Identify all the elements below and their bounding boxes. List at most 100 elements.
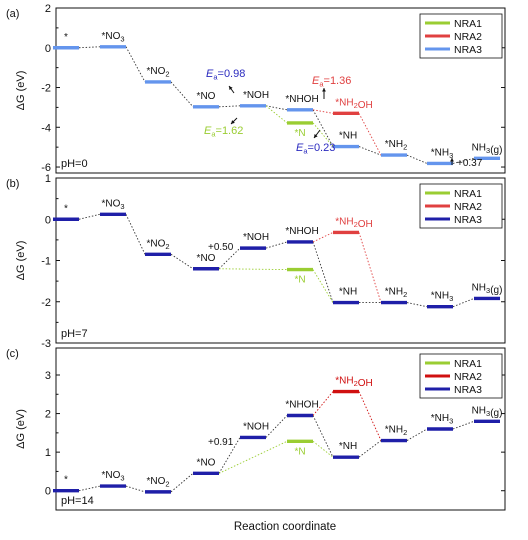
legend-label: NRA2 (454, 31, 482, 43)
connector (78, 213, 101, 220)
level-label: *NO (197, 253, 216, 264)
level-label: *NO3 (101, 31, 124, 44)
level-label: *NO (197, 457, 216, 468)
legend-label: NRA1 (454, 18, 482, 30)
level-label: NH3(g) (472, 142, 503, 156)
legend-label: NRA2 (454, 201, 482, 213)
y-tick-label: 2 (45, 409, 51, 421)
y-axis-label: ΔG (eV) (15, 71, 27, 111)
level-label: *NH2OH (335, 97, 373, 111)
level-label: *NH2 (385, 139, 408, 152)
connector (406, 428, 428, 441)
connector (452, 298, 475, 308)
level-label: NH3(g) (472, 405, 503, 419)
level-label: *NOH (243, 232, 269, 243)
y-tick-label: 3 (45, 370, 51, 382)
y-tick-label: 1 (45, 447, 51, 459)
level-label: *NO (197, 91, 216, 102)
connector (406, 154, 428, 164)
panel-label: (b) (6, 178, 19, 190)
y-tick-label: 0 (45, 43, 51, 55)
connector (170, 81, 194, 108)
level-label: *NO2 (146, 476, 169, 489)
step-arrow-head (450, 158, 454, 162)
plot-frame (55, 347, 506, 511)
level-label: *NH (339, 131, 357, 142)
y-tick-label: -3 (41, 338, 51, 350)
ea-arrow-nra3-noh-head (229, 86, 233, 90)
energy-step-annotation: +0.50 (208, 242, 234, 253)
plot-frame (55, 7, 506, 174)
connector (78, 46, 101, 49)
connector (312, 241, 334, 303)
connector (312, 232, 334, 243)
y-axis-label: ΔG (eV) (15, 241, 27, 281)
y-tick-label: -4 (41, 122, 51, 134)
level-label: *N (294, 275, 305, 286)
legend-label: NRA3 (454, 384, 482, 396)
connector (312, 415, 334, 458)
ea-annotation-nra3-nh: Ea=0.23 (296, 142, 335, 156)
y-tick-label: -1 (41, 256, 51, 268)
legend-label: NRA1 (454, 188, 482, 200)
level-label: * (64, 32, 68, 43)
level-label: NH3(g) (472, 282, 503, 296)
connector (312, 269, 334, 303)
y-tick-label: 0 (45, 486, 51, 498)
connector (218, 440, 288, 474)
y-tick-label: 0 (45, 214, 51, 226)
connector (218, 437, 241, 474)
level-label: *NH3 (431, 413, 454, 426)
energy-step-annotation: +0.91 (208, 437, 234, 448)
ph-condition: pH=7 (61, 328, 88, 340)
connector (78, 485, 101, 492)
connector (358, 391, 382, 441)
level-label: *NOH (243, 421, 269, 432)
connector (452, 157, 475, 164)
connector (125, 46, 146, 83)
ea-arrow-nra1-head (231, 120, 235, 124)
connector (358, 113, 382, 156)
y-tick-label: 1 (45, 173, 51, 185)
energy-step-annotation: +0.37 (457, 158, 483, 169)
legend-label: NRA1 (454, 358, 482, 370)
level-label: *NO2 (146, 238, 169, 251)
connector (358, 232, 382, 303)
level-label: *NH2 (385, 425, 408, 438)
level-label: *NHOH (285, 400, 318, 411)
connector (125, 485, 146, 493)
level-label: *NH (339, 287, 357, 298)
connector (218, 268, 288, 271)
ea-annotation-nra1: Ea=1.62 (204, 125, 243, 139)
connector (312, 440, 334, 458)
connector (125, 214, 146, 255)
level-label: *NH3 (431, 147, 454, 160)
ea-annotation-nra2: Ea=1.36 (312, 75, 351, 89)
panel-label: (a) (6, 8, 19, 20)
connector (452, 420, 475, 430)
legend-label: NRA3 (454, 214, 482, 226)
connector (218, 247, 241, 270)
level-label: *NO3 (101, 198, 124, 211)
level-label: *NO3 (101, 470, 124, 483)
connector (312, 109, 334, 147)
panel-label: (c) (6, 348, 19, 360)
connector (358, 440, 382, 458)
y-tick-label: -2 (41, 83, 51, 95)
level-label: *NH2OH (335, 216, 373, 230)
connector (406, 302, 428, 308)
y-tick-label: -6 (41, 162, 51, 174)
level-label: * (64, 203, 68, 214)
level-label: * (64, 475, 68, 486)
connector (265, 105, 288, 124)
level-label: *NH2OH (335, 376, 373, 390)
y-tick-label: -2 (41, 297, 51, 309)
x-axis-label: Reaction coordinate (234, 521, 336, 533)
connector (170, 473, 194, 493)
level-label: *NH2 (385, 287, 408, 300)
connector (170, 253, 194, 270)
